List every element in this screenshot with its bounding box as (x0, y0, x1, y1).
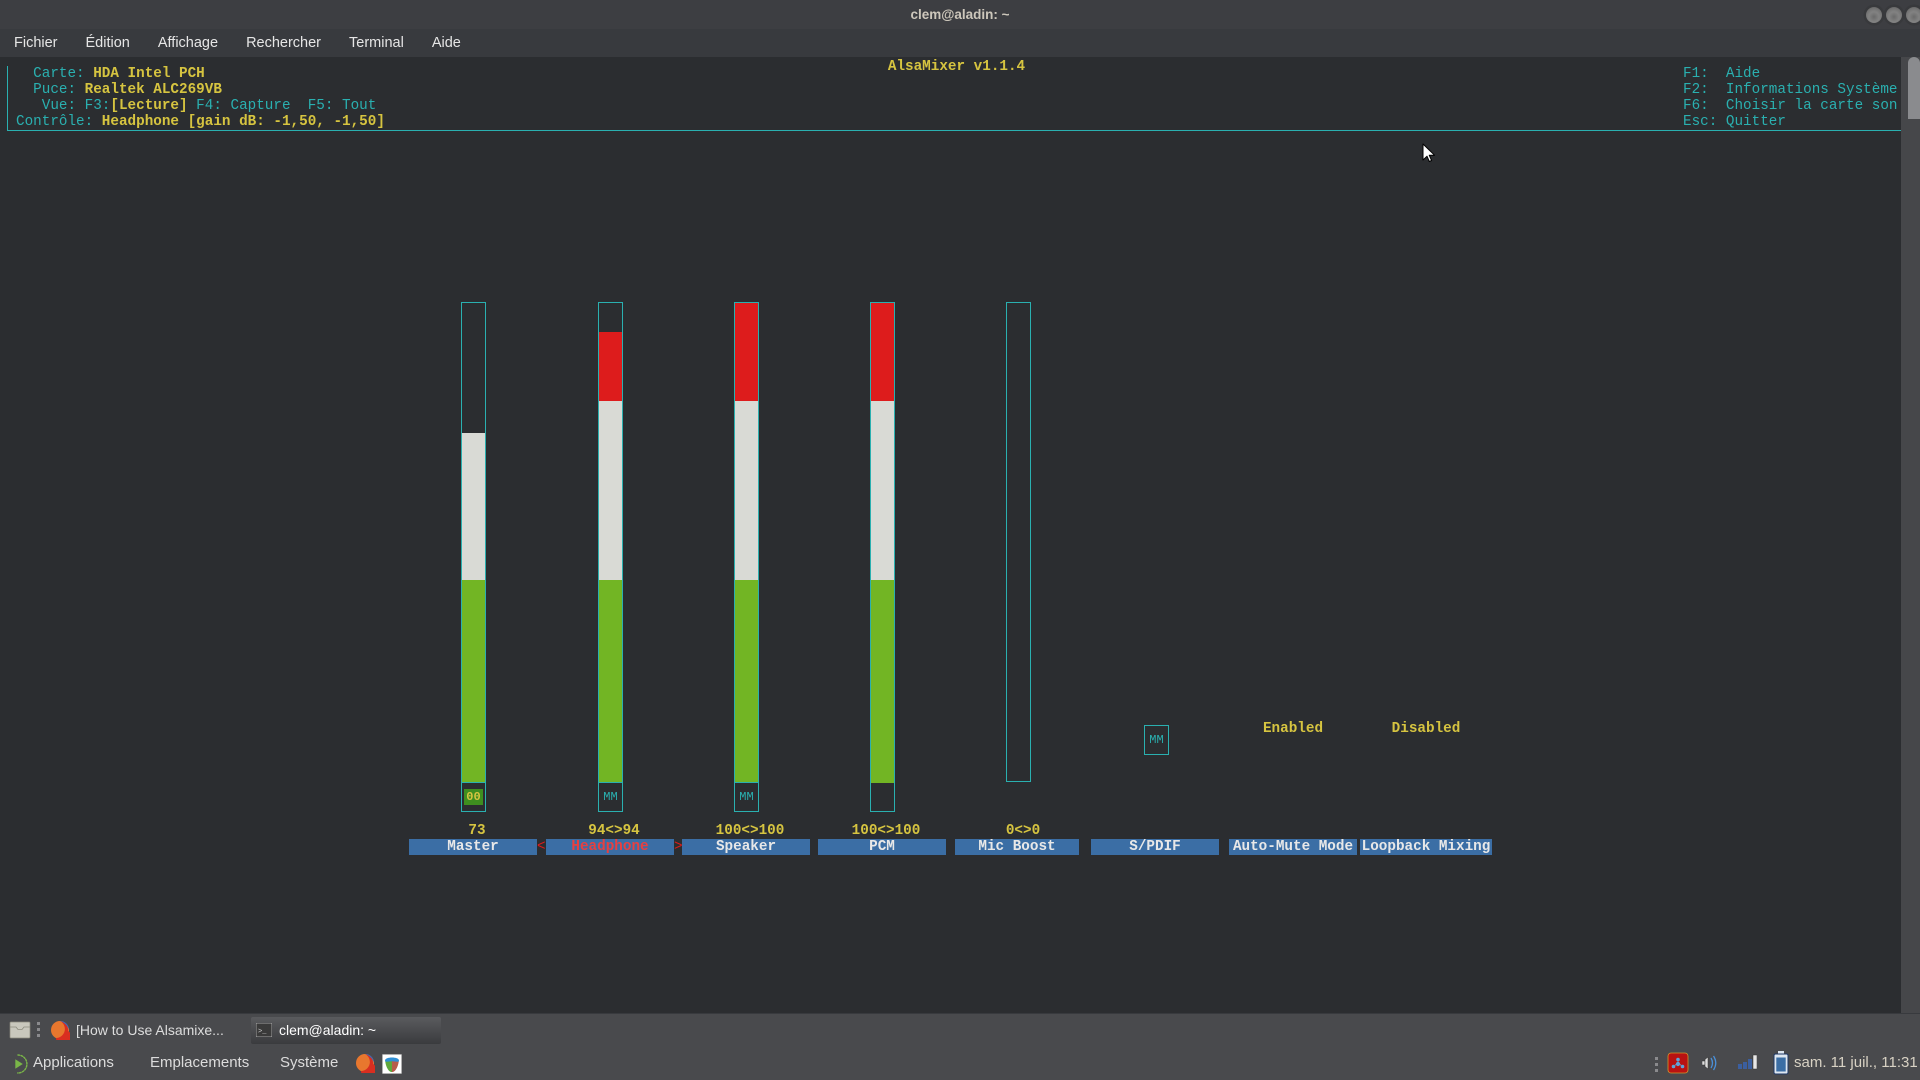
svg-text:>_: >_ (258, 1028, 267, 1036)
